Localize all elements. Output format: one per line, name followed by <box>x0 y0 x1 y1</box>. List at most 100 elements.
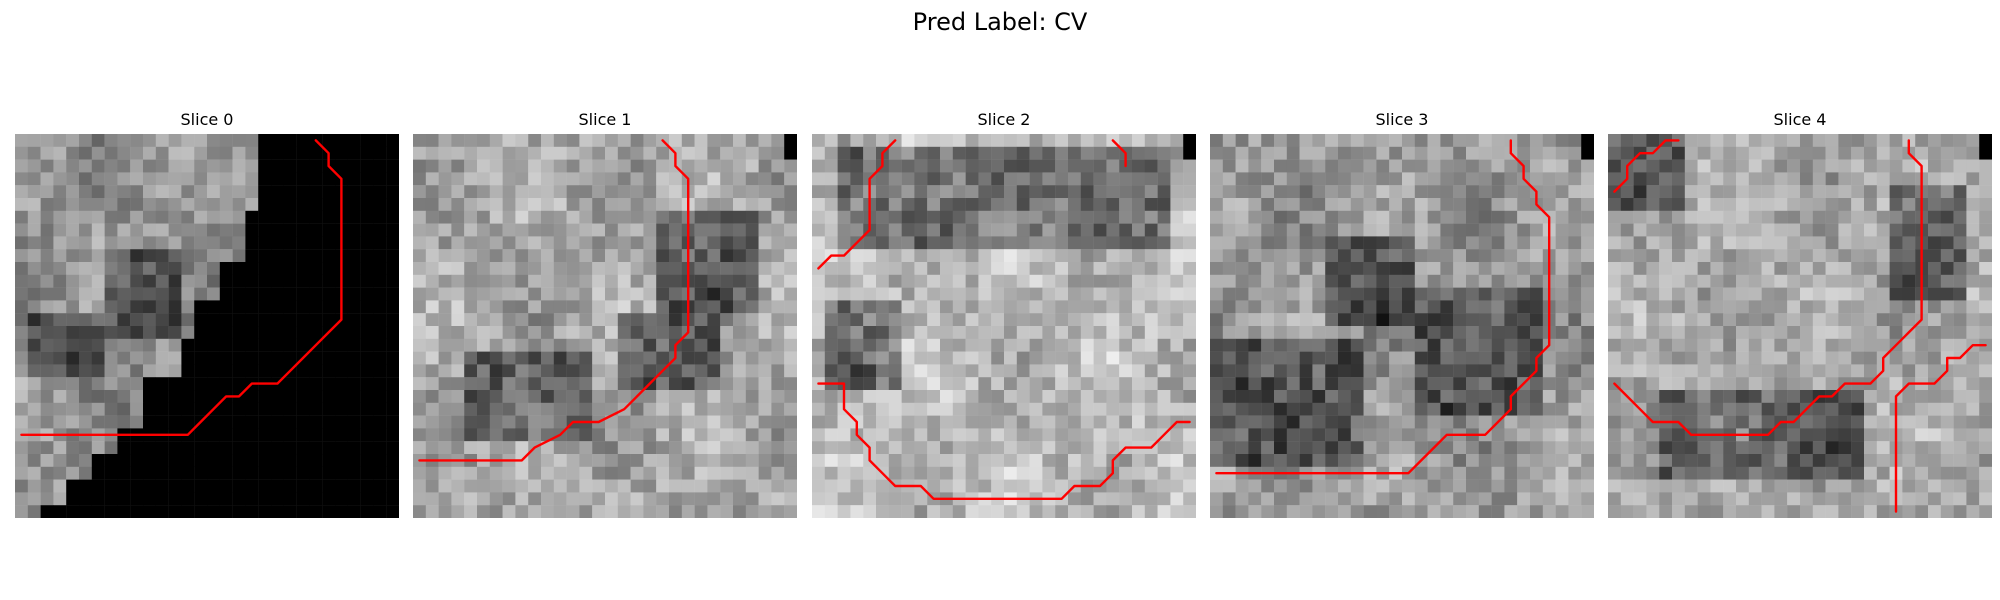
pixel <box>451 415 465 429</box>
pixel <box>271 198 284 211</box>
pixel <box>1659 146 1673 160</box>
pixel <box>347 236 361 250</box>
pixel <box>914 313 928 327</box>
pixel <box>1979 262 1992 275</box>
pixel <box>1363 249 1377 263</box>
pixel <box>464 390 478 403</box>
pixel <box>360 466 374 480</box>
pixel <box>1338 402 1351 416</box>
pixel <box>168 159 182 173</box>
pixel <box>1864 351 1877 365</box>
pixel <box>360 210 374 224</box>
pixel <box>1325 402 1339 416</box>
pixel <box>194 172 208 186</box>
pixel <box>1864 274 1877 288</box>
pixel <box>850 377 864 391</box>
pixel <box>978 249 992 263</box>
pixel <box>1659 236 1673 250</box>
pixel <box>1427 185 1441 199</box>
pixel <box>1697 134 1711 147</box>
pixel <box>425 326 439 339</box>
pixel <box>901 402 915 416</box>
pixel <box>1414 172 1428 186</box>
pixel <box>155 198 169 211</box>
pixel <box>876 428 889 442</box>
pixel <box>66 172 80 186</box>
pixel <box>347 146 361 160</box>
pixel <box>1157 287 1171 301</box>
pixel <box>1376 326 1390 339</box>
pixel <box>656 326 670 339</box>
pixel <box>1940 134 1954 147</box>
pixel <box>1838 390 1852 403</box>
pixel <box>643 146 657 160</box>
pixel <box>1812 134 1826 147</box>
pixel <box>181 479 195 493</box>
pixel <box>1838 287 1852 301</box>
pixel <box>643 441 657 455</box>
pixel <box>373 466 387 480</box>
pixel <box>1029 185 1043 199</box>
pixel <box>425 390 439 403</box>
pixel <box>1261 198 1275 211</box>
pixel <box>15 505 28 518</box>
pixel <box>40 185 54 199</box>
pixel <box>1029 274 1043 288</box>
pixel <box>876 454 889 467</box>
pixel <box>1157 492 1171 506</box>
pixel <box>194 390 208 403</box>
pixel <box>40 492 54 506</box>
pixel <box>1042 146 1056 160</box>
pixel <box>669 274 682 288</box>
pixel <box>1659 454 1673 467</box>
pixel <box>630 492 644 506</box>
pixel <box>1608 479 1621 493</box>
pixel <box>630 454 644 467</box>
pixel <box>322 274 336 288</box>
pixel <box>1851 428 1865 442</box>
pixel <box>1710 415 1724 429</box>
pixel <box>617 262 631 275</box>
pixel <box>694 134 708 147</box>
pixel <box>1016 441 1030 455</box>
pixel <box>707 249 721 263</box>
pixel <box>309 223 323 237</box>
pixel <box>965 428 979 442</box>
pixel <box>1325 146 1339 160</box>
pixel <box>1042 287 1056 301</box>
pixel <box>1581 185 1594 199</box>
pixel <box>373 223 387 237</box>
pixel <box>1812 313 1826 327</box>
pixel <box>553 492 567 506</box>
pixel <box>771 146 785 160</box>
slice-image <box>1608 134 1992 518</box>
pixel <box>528 505 542 518</box>
pixel <box>617 479 631 493</box>
pixel <box>1248 377 1262 391</box>
pixel <box>784 146 797 160</box>
pixel <box>130 351 144 365</box>
pixel <box>283 185 297 199</box>
pixel <box>438 492 452 506</box>
pixel <box>850 198 864 211</box>
pixel <box>489 223 503 237</box>
pixel <box>1646 223 1660 237</box>
pixel <box>1646 287 1660 301</box>
pixel <box>1723 351 1737 365</box>
pixel <box>528 134 542 147</box>
pixel <box>1517 249 1531 263</box>
pixel <box>1080 159 1094 173</box>
pixel <box>1274 134 1287 147</box>
pixel <box>1555 415 1569 429</box>
pixel <box>1748 210 1762 224</box>
pixel <box>1491 274 1505 288</box>
pixel <box>283 479 297 493</box>
pixel <box>863 300 877 314</box>
pixel <box>1325 441 1339 455</box>
pixel <box>1825 262 1839 275</box>
pixel <box>1119 134 1133 147</box>
pixel <box>1286 300 1300 314</box>
pixel <box>566 377 580 391</box>
pixel <box>1928 236 1941 250</box>
pixel <box>322 454 336 467</box>
